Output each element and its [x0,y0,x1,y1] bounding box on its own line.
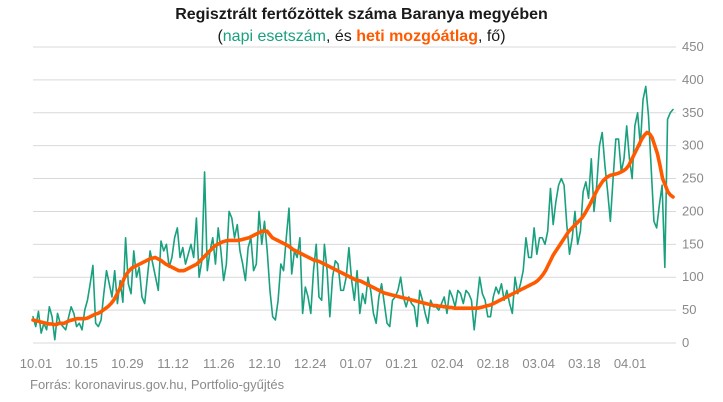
x-tick-label: 03.04 [522,356,555,371]
y-tick-label: 450 [682,39,704,54]
y-tick-label: 400 [682,72,704,87]
legend-average-label: heti mozgóátlag [356,28,478,45]
x-tick-label: 10.01 [20,356,53,371]
series-average-line [31,130,675,327]
x-tick-label: 03.18 [568,356,601,371]
x-tick-label: 10.15 [65,356,98,371]
chart-title: Regisztrált fertőzöttek száma Baranya me… [175,6,548,23]
series-daily-line [32,85,674,341]
y-tick-label: 250 [682,171,704,186]
x-tick-label: 10.29 [111,356,144,371]
x-tick-label: 01.07 [340,356,373,371]
x-tick-label: 11.12 [157,356,189,371]
y-tick-label: 300 [682,138,704,153]
y-tick-label: 150 [682,236,704,251]
y-tick-label: 200 [682,203,704,218]
subtitle-close: , fő) [477,28,506,45]
subtitle-open: ( [217,28,223,45]
source-note: Forrás: koronavirus.gov.hu, Portfolio-gy… [30,377,285,392]
series-lines [31,85,675,341]
y-tick-label: 350 [682,105,704,120]
x-tick-label: 12.10 [248,356,281,371]
subtitle-mid: , és [325,28,357,45]
legend-daily-label: napi esetszám [222,28,326,45]
x-tick-label: 04.01 [614,356,647,371]
y-tick-label: 100 [682,269,704,284]
x-tick-label: 11.26 [203,356,235,371]
y-axis-ticks: 0 50 100 150 200 250 300 350 400 450 [682,39,704,350]
chart-subtitle: (napi esetszám, és heti mozgóátlag, fő) [0,28,723,46]
x-tick-label: 02.04 [431,356,464,371]
y-tick-label: 50 [682,302,696,317]
x-axis-ticks: 10.01 10.15 10.29 11.12 11.26 12.10 12.24 01.07… [20,356,647,371]
x-tick-label: 01.21 [385,356,418,371]
y-tick-label: 0 [682,335,689,350]
x-tick-label: 12.24 [294,356,327,371]
x-tick-label: 02.18 [477,356,510,371]
